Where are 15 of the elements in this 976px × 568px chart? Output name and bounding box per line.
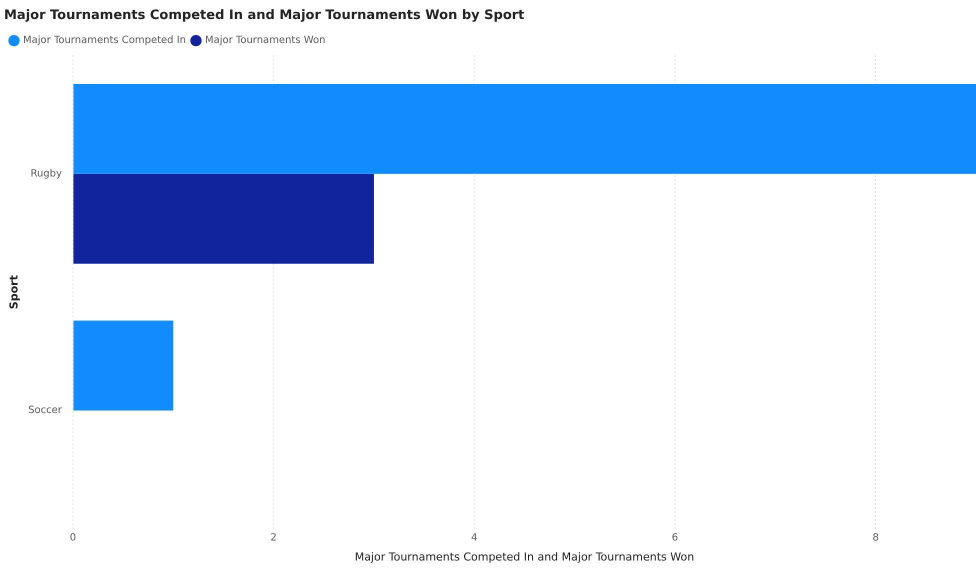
- y-tick-label: Rugby: [30, 168, 62, 180]
- legend-label: Major Tournaments Competed In: [23, 35, 186, 46]
- bar: [73, 320, 174, 410]
- x-tick-label: 0: [70, 532, 76, 544]
- x-tick-label: 2: [270, 532, 277, 544]
- x-tick-label: 6: [672, 532, 678, 544]
- legend-label: Major Tournaments Won: [204, 35, 326, 46]
- y-tick-label: Soccer: [28, 405, 63, 416]
- x-tick-label: 4: [471, 532, 478, 544]
- bar: [73, 174, 374, 264]
- chart-title: Major Tournaments Competed In and Major Tournaments Won by Sport: [4, 8, 524, 24]
- x-tick-label: 8: [872, 532, 879, 544]
- bar: [73, 84, 976, 174]
- y-axis-title: Sport: [7, 275, 20, 310]
- x-axis-title: Major Tournaments Competed In and Major Tournaments Won: [354, 550, 694, 564]
